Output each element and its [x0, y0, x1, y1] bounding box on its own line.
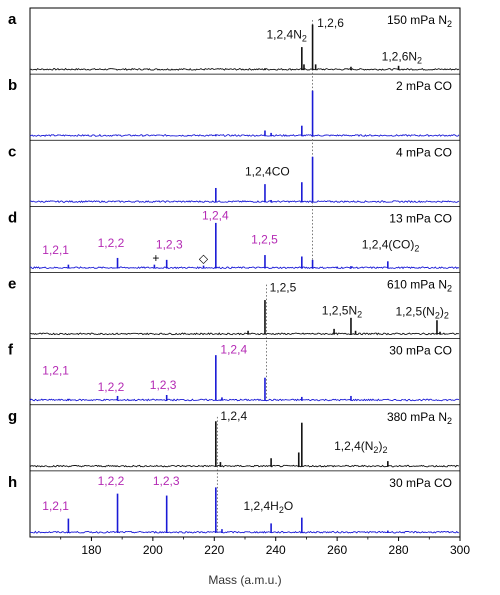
spectrum-baseline — [29, 464, 460, 468]
panel-label: h — [8, 474, 17, 491]
peak-annotation: 1,2,3 — [150, 378, 177, 392]
peak-annotation: 1,2,4(N2)2 — [334, 439, 387, 455]
spectrum-baseline — [29, 398, 460, 402]
peak-annotation: 1,2,1 — [42, 243, 69, 257]
spectrum-baseline — [29, 133, 460, 137]
peak-annotation: 1,2,4 — [220, 409, 247, 423]
panel-condition: 610 mPa N2 — [387, 278, 452, 294]
peak-annotation: 1,2,4 — [202, 209, 229, 223]
peak-annotation: 1,2,6N2 — [382, 50, 422, 66]
panel-label: f — [8, 342, 14, 359]
panel-label: e — [8, 276, 16, 293]
peak-annotation: 1,2,3 — [153, 474, 180, 488]
panel-condition: 4 mPa CO — [396, 145, 452, 159]
x-tick-label: 300 — [450, 543, 470, 557]
peak-annotation: 1,2,2 — [98, 236, 125, 250]
panel-label: a — [8, 11, 17, 28]
peak-annotation: 1,2,4N2 — [267, 27, 307, 43]
peak-annotation: 1,2,5(N2)2 — [396, 304, 449, 320]
panel-condition: 30 mPa CO — [389, 476, 452, 490]
peak-annotation: 1,2,4CO — [245, 164, 290, 178]
x-tick-label: 220 — [204, 543, 224, 557]
spectrum-baseline — [29, 530, 459, 534]
panel-label: c — [8, 143, 16, 160]
panel-label: b — [8, 77, 17, 94]
spectrum-baseline — [29, 332, 460, 336]
peak-annotation: 1,2,4 — [220, 343, 247, 357]
peak-annotation: 1,2,1 — [42, 363, 69, 377]
peak-annotation: 1,2,2 — [98, 380, 125, 394]
peak-annotation: 1,2,5 — [251, 233, 278, 247]
peak-marker: ◇ — [199, 251, 209, 265]
x-tick-label: 240 — [266, 543, 286, 557]
peak-marker: + — [152, 251, 159, 265]
peak-annotation: 1,2,3 — [156, 237, 183, 251]
spectrum-baseline — [29, 200, 460, 204]
panel-condition: 150 mPa N2 — [387, 13, 452, 29]
panel-condition: 2 mPa CO — [396, 79, 452, 93]
peak-annotation: 1,2,6 — [317, 16, 344, 30]
peak-annotation: 1,2,1 — [42, 499, 69, 513]
spectrum-baseline — [29, 266, 460, 270]
panel-condition: 30 mPa CO — [389, 344, 452, 358]
panel-label: d — [8, 209, 17, 226]
x-tick-label: 280 — [389, 543, 409, 557]
x-tick-label: 200 — [143, 543, 163, 557]
panel-label: g — [8, 408, 17, 425]
peak-annotation: 1,2,5 — [270, 280, 297, 294]
panel-condition: 380 mPa N2 — [387, 410, 452, 426]
peak-annotation: 1,2,5N2 — [322, 303, 362, 319]
peak-annotation: 1,2,4(CO)2 — [362, 237, 420, 253]
peak-annotation: 1,2,4H2O — [243, 499, 293, 515]
peak-annotation: 1,2,2 — [98, 474, 125, 488]
x-axis-label: Mass (a.m.u.) — [208, 573, 281, 587]
spectrum-baseline — [29, 67, 460, 71]
x-tick-label: 260 — [327, 543, 347, 557]
panel-condition: 13 mPa CO — [389, 211, 452, 225]
x-tick-label: 180 — [81, 543, 101, 557]
